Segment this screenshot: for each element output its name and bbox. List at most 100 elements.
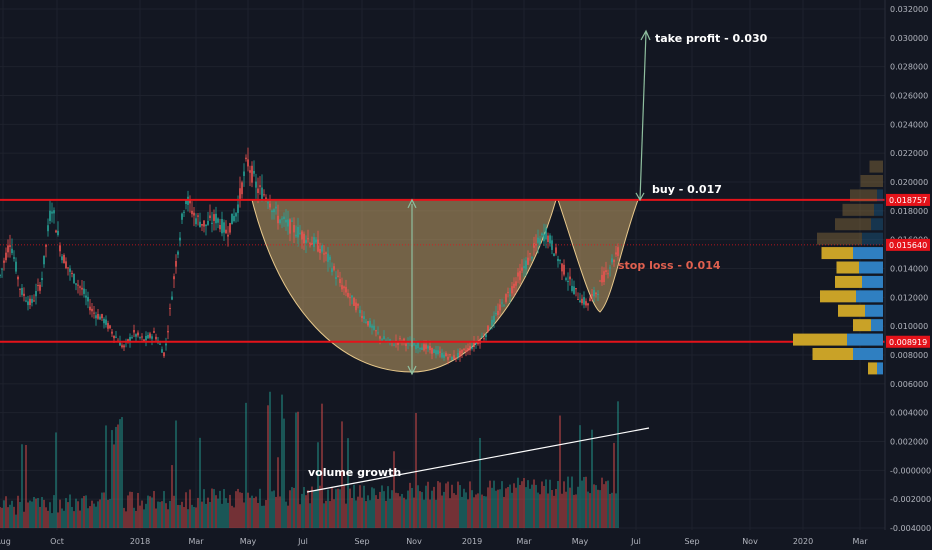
volume-bar bbox=[453, 493, 455, 528]
volume-bar bbox=[93, 503, 95, 528]
volume-bar bbox=[429, 499, 431, 528]
volume-bar bbox=[361, 497, 363, 528]
candle-body bbox=[23, 293, 25, 296]
candle-body bbox=[51, 211, 53, 214]
candle-body bbox=[107, 323, 109, 329]
price-axis[interactable]: 0.032000 0.030000 0.028000 0.026000 0.024000… bbox=[890, 5, 931, 533]
volume-bar bbox=[67, 502, 69, 528]
volume-bar bbox=[397, 493, 399, 528]
candle-body bbox=[435, 350, 437, 355]
candle-body bbox=[393, 344, 395, 346]
volume-bar bbox=[477, 493, 479, 528]
volume-bar bbox=[323, 503, 325, 528]
candle-body bbox=[545, 227, 547, 240]
y-tick-label: 0.024000 bbox=[890, 120, 928, 129]
volume-bar bbox=[405, 499, 407, 528]
volume-bar bbox=[267, 405, 269, 528]
candle-body bbox=[379, 336, 381, 339]
volume-bar bbox=[119, 419, 121, 528]
volume-bar bbox=[89, 506, 91, 528]
candle-body bbox=[149, 333, 151, 338]
candle-body bbox=[223, 222, 225, 233]
volume-bar bbox=[591, 429, 593, 528]
candle-body bbox=[513, 283, 515, 289]
volume-bar bbox=[241, 492, 243, 528]
measure-arrows bbox=[407, 29, 651, 376]
volume-bar bbox=[279, 496, 281, 528]
volume-profile-sell bbox=[860, 175, 883, 187]
volume-bar bbox=[1, 507, 3, 528]
volume-profile-sell bbox=[836, 261, 859, 274]
candle-body bbox=[571, 285, 573, 291]
candle-body bbox=[59, 245, 61, 252]
candle-body bbox=[167, 330, 169, 333]
volume-bar bbox=[407, 490, 409, 528]
candle-body bbox=[269, 203, 271, 208]
candle-body bbox=[9, 245, 11, 247]
volume-bar bbox=[5, 496, 7, 528]
volume-bar bbox=[369, 500, 371, 528]
candle-body bbox=[99, 316, 101, 320]
volume-bar bbox=[431, 490, 433, 528]
volume-bar bbox=[247, 492, 249, 528]
volume-bar bbox=[99, 499, 101, 528]
volume-bar bbox=[285, 501, 287, 528]
candle-body bbox=[341, 285, 343, 290]
volume-bar bbox=[443, 491, 445, 528]
volume-bar bbox=[153, 491, 155, 528]
volume-bar bbox=[49, 502, 51, 528]
candle-body bbox=[359, 309, 361, 314]
time-axis[interactable]: Aug Oct 2018 Mar May Jul Sep Nov 2019 Mar May Jul Se… bbox=[0, 537, 868, 546]
volume-bar bbox=[599, 490, 601, 528]
candle-body bbox=[325, 252, 327, 254]
volume-bar bbox=[95, 506, 97, 528]
candle-body bbox=[115, 336, 117, 338]
candle-body bbox=[273, 209, 275, 213]
volume-bar bbox=[143, 509, 145, 528]
candle-body bbox=[161, 349, 163, 353]
volume-bar bbox=[289, 490, 291, 528]
volume-bar bbox=[595, 485, 597, 528]
candle-body bbox=[41, 277, 43, 281]
candle-body bbox=[367, 321, 369, 326]
candle-body bbox=[313, 237, 315, 247]
volume-bar bbox=[73, 511, 75, 528]
volume-bar bbox=[155, 508, 157, 528]
volume-bar bbox=[157, 501, 159, 528]
volume-bar bbox=[375, 495, 377, 528]
volume-bar bbox=[277, 457, 279, 528]
candle-body bbox=[331, 268, 333, 273]
volume-bar bbox=[383, 491, 385, 528]
volume-bar bbox=[259, 488, 261, 528]
candle-body bbox=[471, 347, 473, 349]
volume-bar bbox=[299, 504, 301, 528]
candle-body bbox=[485, 334, 487, 338]
volume-bar bbox=[469, 481, 471, 528]
volume-bar bbox=[301, 493, 303, 528]
horizontal-price-levels[interactable] bbox=[0, 198, 885, 343]
candle-body bbox=[573, 286, 575, 294]
volume-bar bbox=[261, 505, 263, 528]
candle-body bbox=[361, 315, 363, 319]
volume-bar bbox=[245, 402, 247, 528]
candle-body bbox=[219, 224, 221, 230]
volume-bar bbox=[291, 487, 293, 528]
volume-bar bbox=[257, 502, 259, 528]
candle-body bbox=[329, 256, 331, 260]
candle-body bbox=[155, 336, 157, 340]
candle-body bbox=[225, 229, 227, 234]
volume-bar bbox=[505, 488, 507, 528]
volume-bar bbox=[125, 511, 127, 528]
chart-annotations: take profit - 0.030 buy - 0.017 stop los… bbox=[308, 32, 768, 479]
volume-bar bbox=[111, 430, 113, 528]
volume-bar bbox=[417, 485, 419, 528]
volume-profile-sell bbox=[812, 348, 853, 360]
candle-body bbox=[173, 276, 175, 280]
candle-body bbox=[81, 287, 83, 290]
volume-bar bbox=[345, 503, 347, 528]
candle-body bbox=[247, 159, 249, 167]
candle-body bbox=[231, 213, 233, 225]
y-tick-label: 0.006000 bbox=[890, 380, 928, 389]
volume-bar bbox=[25, 444, 27, 528]
